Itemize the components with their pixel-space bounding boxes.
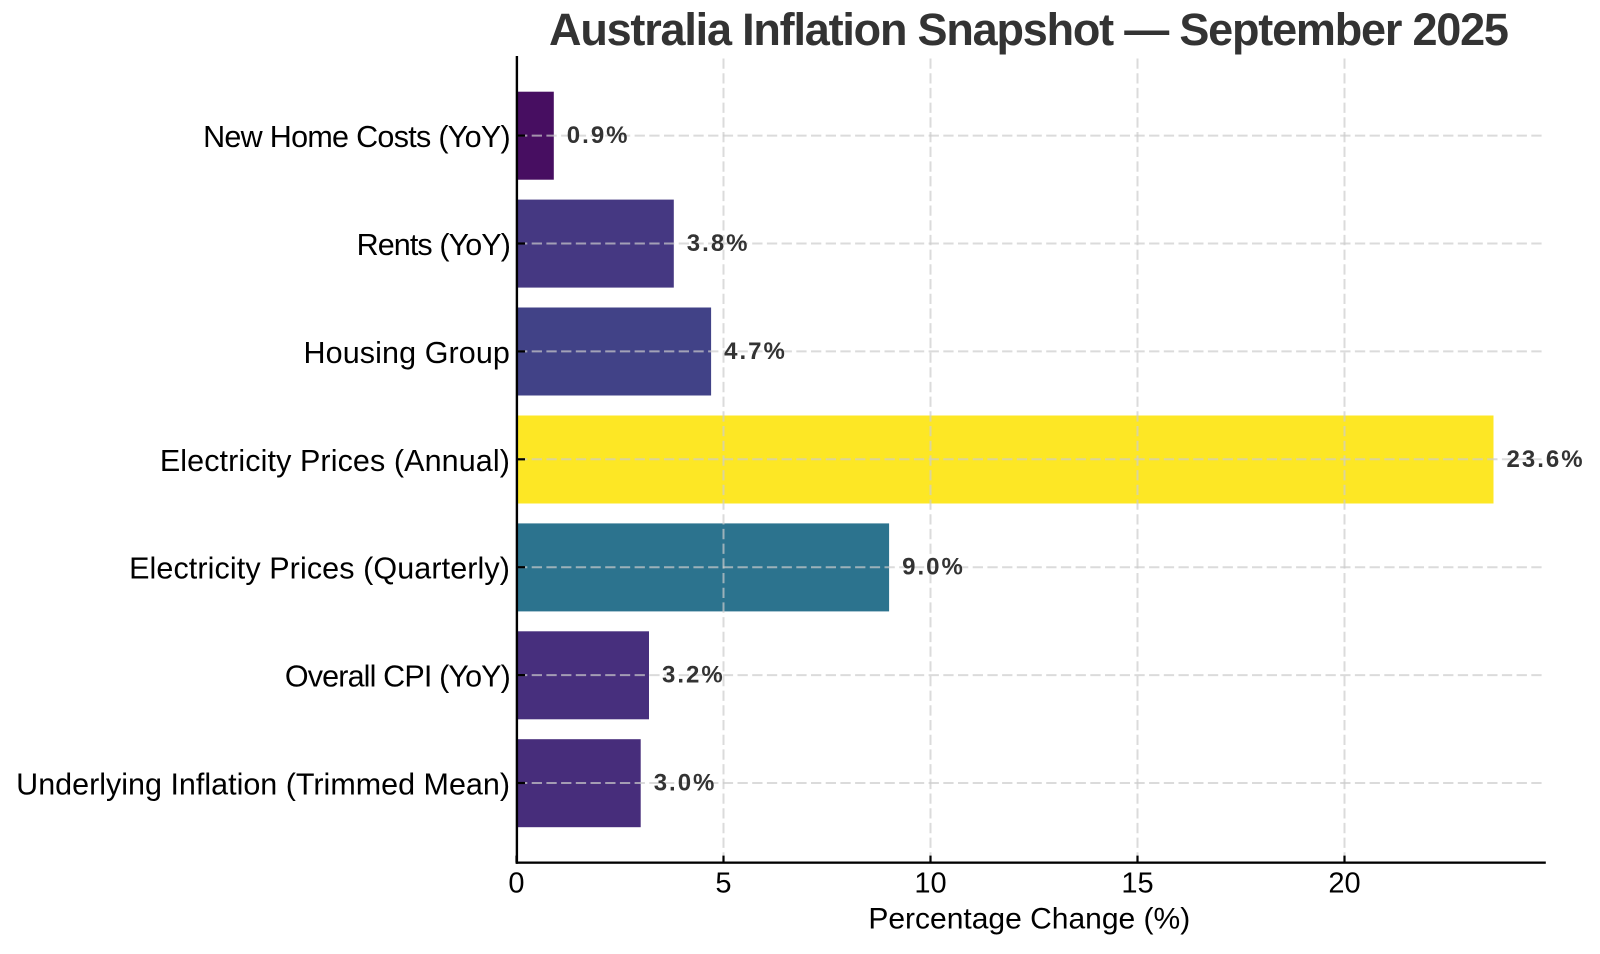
svg-text:20: 20: [1328, 867, 1360, 899]
svg-text:23.6%: 23.6%: [1507, 446, 1585, 473]
svg-text:4.7%: 4.7%: [724, 338, 787, 365]
svg-text:Electricity Prices (Annual): Electricity Prices (Annual): [160, 444, 510, 478]
svg-text:3.2%: 3.2%: [662, 662, 725, 689]
svg-text:15: 15: [1121, 867, 1153, 899]
svg-text:9.0%: 9.0%: [902, 554, 965, 581]
svg-text:Percentage Change (%): Percentage Change (%): [868, 903, 1190, 936]
svg-text:Underlying Inflation (Trimmed: Underlying Inflation (Trimmed Mean): [16, 768, 510, 802]
svg-text:Overall CPI (YoY): Overall CPI (YoY): [285, 660, 510, 694]
svg-text:10: 10: [914, 867, 946, 899]
svg-text:New Home Costs (YoY): New Home Costs (YoY): [203, 120, 510, 154]
svg-text:Housing Group: Housing Group: [304, 336, 510, 370]
svg-text:3.8%: 3.8%: [687, 230, 750, 257]
svg-text:5: 5: [715, 867, 731, 899]
svg-text:0.9%: 0.9%: [567, 122, 630, 149]
svg-text:Rents (YoY): Rents (YoY): [357, 228, 510, 262]
svg-text:0: 0: [508, 867, 524, 899]
svg-text:3.0%: 3.0%: [654, 770, 717, 797]
svg-text:Electricity Prices (Quarterly): Electricity Prices (Quarterly): [129, 552, 510, 586]
svg-text:Australia Inflation Snapshot —: Australia Inflation Snapshot — September…: [549, 4, 1508, 55]
